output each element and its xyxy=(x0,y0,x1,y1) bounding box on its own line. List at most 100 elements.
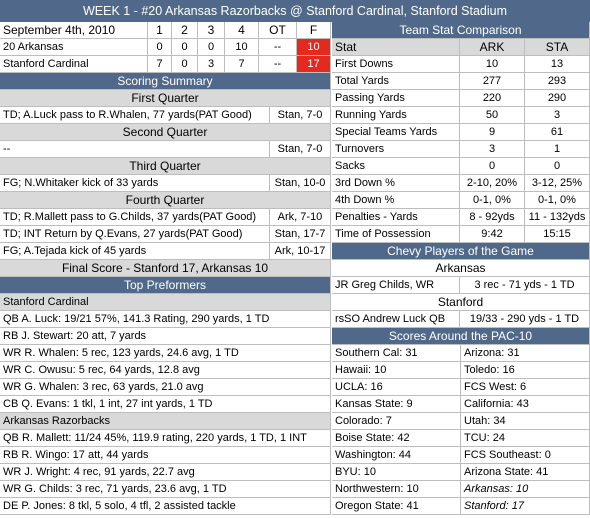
linescore-cell: -- xyxy=(259,39,297,56)
linescore-cell: 10 xyxy=(297,39,331,56)
stat-cell: 2-10, 20% xyxy=(460,175,525,192)
linescore-cell: 0 xyxy=(172,39,198,56)
quarter-header: Fourth Quarter xyxy=(0,192,331,209)
game-score: FCS Southeast: 0 xyxy=(461,447,590,464)
linescore-header: 2 xyxy=(172,22,198,39)
performer: QB R. Mallett: 11/24 45%, 119.9 rating, … xyxy=(0,430,331,447)
stat-cell: 3 xyxy=(460,141,525,158)
linescore-cell: 0 xyxy=(172,56,198,73)
game-score: UCLA: 16 xyxy=(332,379,461,396)
linescore-cell: 0 xyxy=(148,39,172,56)
game-score: Stanford: 17 xyxy=(461,498,590,515)
play-score: Ark, 10-17 xyxy=(270,243,331,260)
section-header: Team Stat Comparison xyxy=(332,22,590,39)
stat-cell: 61 xyxy=(525,124,590,141)
stat-cell: 4th Down % xyxy=(332,192,460,209)
team-name: Stanford xyxy=(332,294,590,311)
linescore-header: 3 xyxy=(198,22,225,39)
player-name: JR Greg Childs, WR xyxy=(332,277,460,294)
stat-cell: 1 xyxy=(525,141,590,158)
linescore-cell: 20 Arkansas xyxy=(0,39,148,56)
game-score: Utah: 34 xyxy=(461,413,590,430)
quarter-header: First Quarter xyxy=(0,90,331,107)
game-score: Arizona: 31 xyxy=(461,345,590,362)
scoring-play: TD; R.Mallett pass to G.Childs, 37 yards… xyxy=(0,209,270,226)
stat-cell: Passing Yards xyxy=(332,90,460,107)
stat-cell: 15:15 xyxy=(525,226,590,243)
play-score: Stan, 7-0 xyxy=(270,107,331,124)
player-stats: 3 rec - 71 yds - 1 TD xyxy=(460,277,590,294)
player-name: rsSO Andrew Luck QB xyxy=(332,311,460,328)
stat-cell: 10 xyxy=(460,56,525,73)
stat-cell: 220 xyxy=(460,90,525,107)
stat-header: STA xyxy=(525,39,590,56)
stat-cell: 3rd Down % xyxy=(332,175,460,192)
section-header: Top Preformers xyxy=(0,277,331,294)
linescore-header: 1 xyxy=(148,22,172,39)
stat-cell: 8 - 92yds xyxy=(460,209,525,226)
game-score: Boise State: 42 xyxy=(332,430,461,447)
section-header: Scores Around the PAC-10 xyxy=(332,328,590,345)
stat-cell: Running Yards xyxy=(332,107,460,124)
performer: RB R. Wingo: 17 att, 44 yards xyxy=(0,447,331,464)
linescore-cell: 10 xyxy=(225,39,259,56)
game-score: TCU: 24 xyxy=(461,430,590,447)
stat-cell: 50 xyxy=(460,107,525,124)
section-header: Scoring Summary xyxy=(0,73,331,90)
game-score: Kansas State: 9 xyxy=(332,396,461,413)
stat-cell: Special Teams Yards xyxy=(332,124,460,141)
team-header: Arkansas Razorbacks xyxy=(0,413,331,430)
stat-cell: 290 xyxy=(525,90,590,107)
play-score: Ark, 7-10 xyxy=(270,209,331,226)
linescore-cell: 3 xyxy=(198,56,225,73)
scoring-play: FG; A.Tejada kick of 45 yards xyxy=(0,243,270,260)
stat-header: Stat xyxy=(332,39,460,56)
performer: DE P. Jones: 8 tkl, 5 solo, 4 tfl, 2 ass… xyxy=(0,498,331,515)
scoring-play: -- xyxy=(0,141,270,158)
stat-cell: 3-12, 25% xyxy=(525,175,590,192)
team-name: Arkansas xyxy=(332,260,590,277)
game-score: Hawaii: 10 xyxy=(332,362,461,379)
performer: WR G. Whalen: 3 rec, 63 yards, 21.0 avg xyxy=(0,379,331,396)
page-title: WEEK 1 - #20 Arkansas Razorbacks @ Stanf… xyxy=(0,0,590,22)
game-score: Southern Cal: 31 xyxy=(332,345,461,362)
game-score: Toledo: 16 xyxy=(461,362,590,379)
scoring-play: TD; INT Return by Q.Evans, 27 yards(PAT … xyxy=(0,226,270,243)
quarter-header: Third Quarter xyxy=(0,158,331,175)
play-score: Stan, 17-7 xyxy=(270,226,331,243)
stat-cell: 9 xyxy=(460,124,525,141)
linescore-cell: 17 xyxy=(297,56,331,73)
linescore-cell: 7 xyxy=(225,56,259,73)
game-score: FCS West: 6 xyxy=(461,379,590,396)
stat-cell: Time of Possession xyxy=(332,226,460,243)
stat-cell: 293 xyxy=(525,73,590,90)
performer: QB A. Luck: 19/21 57%, 141.3 Rating, 290… xyxy=(0,311,331,328)
play-score: Stan, 7-0 xyxy=(270,141,331,158)
stat-cell: 0 xyxy=(460,158,525,175)
section-header: Chevy Players of the Game xyxy=(332,243,590,260)
scoring-play: TD; A.Luck pass to R.Whalen, 77 yards(PA… xyxy=(0,107,270,124)
linescore-header: OT xyxy=(259,22,297,39)
performer: CB Q. Evans: 1 tkl, 1 int, 27 int yards,… xyxy=(0,396,331,413)
stat-cell: First Downs xyxy=(332,56,460,73)
final-score: Final Score - Stanford 17, Arkansas 10 xyxy=(0,260,331,277)
performer: WR G. Childs: 3 rec, 71 yards, 23.6 avg,… xyxy=(0,481,331,498)
game-score: BYU: 10 xyxy=(332,464,461,481)
linescore-cell: Stanford Cardinal xyxy=(0,56,148,73)
linescore-header: 4 xyxy=(225,22,259,39)
performer: RB J. Stewart: 20 att, 7 yards xyxy=(0,328,331,345)
stat-cell: Sacks xyxy=(332,158,460,175)
game-score: Arkansas: 10 xyxy=(461,481,590,498)
scoring-play: FG; N.Whitaker kick of 33 yards xyxy=(0,175,270,192)
performer: WR J. Wright: 4 rec, 91 yards, 22.7 avg xyxy=(0,464,331,481)
game-score: Colorado: 7 xyxy=(332,413,461,430)
stat-cell: 3 xyxy=(525,107,590,124)
stat-cell: 277 xyxy=(460,73,525,90)
linescore-cell: -- xyxy=(259,56,297,73)
stat-cell: Turnovers xyxy=(332,141,460,158)
stat-cell: 0 xyxy=(525,158,590,175)
linescore-header: F xyxy=(297,22,331,39)
linescore-header: September 4th, 2010 xyxy=(0,22,148,39)
performer: WR R. Whalen: 5 rec, 123 yards, 24.6 avg… xyxy=(0,345,331,362)
